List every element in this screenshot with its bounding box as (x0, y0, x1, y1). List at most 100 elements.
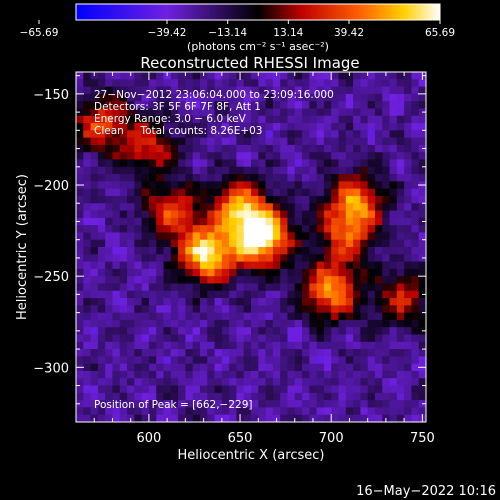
heatmap-pixel (323, 79, 332, 87)
heatmap-pixel (83, 378, 91, 386)
heatmap-pixel (170, 305, 179, 314)
heatmap-pixel (396, 312, 405, 321)
heatmap-pixel (185, 239, 194, 248)
heatmap-pixel (83, 334, 91, 343)
heatmap-pixel (258, 283, 266, 292)
heatmap-pixel (243, 268, 252, 277)
heatmap-pixel (374, 283, 383, 292)
heatmap-pixel (185, 174, 194, 182)
heatmap-pixel (331, 79, 339, 87)
heatmap-pixel (236, 137, 245, 146)
heatmap-pixel (119, 356, 128, 365)
heatmap-pixel (97, 305, 106, 314)
heatmap-pixel (148, 144, 157, 153)
heatmap-pixel (360, 86, 369, 95)
heatmap-pixel (360, 217, 369, 226)
heatmap-pixel (294, 363, 303, 372)
heatmap-pixel (83, 108, 91, 117)
heatmap-pixel (178, 378, 186, 386)
heatmap-pixel (199, 203, 208, 211)
heatmap-pixel (156, 247, 164, 255)
heatmap-pixel (221, 298, 230, 306)
heatmap-pixel (265, 385, 274, 394)
heatmap-pixel (170, 276, 179, 284)
heatmap-pixel (148, 86, 157, 95)
heatmap-pixel (207, 414, 215, 422)
heatmap-pixel (207, 174, 215, 182)
heatmap-pixel (272, 130, 281, 139)
heatmap-pixel (83, 385, 91, 394)
heatmap-pixel (105, 72, 113, 80)
heatmap-pixel (309, 298, 318, 306)
heatmap-pixel (280, 130, 288, 139)
heatmap-pixel (316, 210, 325, 219)
heatmap-pixel (382, 378, 390, 386)
heatmap-pixel (163, 79, 172, 87)
heatmap-pixel (389, 283, 398, 292)
heatmap-pixel (338, 276, 347, 284)
heatmap-pixel (309, 152, 318, 160)
heatmap-pixel (134, 247, 143, 255)
heatmap-pixel (141, 268, 150, 277)
heatmap-pixel (338, 86, 347, 95)
heatmap-pixel (404, 108, 412, 117)
heatmap-pixel (214, 152, 223, 160)
heatmap-pixel (396, 276, 405, 284)
heatmap-pixel (185, 327, 194, 335)
heatmap-pixel (367, 363, 376, 372)
heatmap-pixel (76, 166, 84, 175)
heatmap-pixel (265, 93, 274, 102)
heatmap-pixel (309, 400, 318, 408)
heatmap-pixel (163, 400, 172, 408)
heatmap-pixel (170, 400, 179, 408)
heatmap-pixel (331, 159, 339, 168)
heatmap-pixel (418, 385, 426, 394)
heatmap-pixel (294, 181, 303, 190)
heatmap-pixel (97, 203, 106, 211)
heatmap-pixel (141, 174, 150, 182)
heatmap-pixel (97, 319, 106, 328)
heatmap-pixel (163, 210, 172, 219)
heatmap-pixel (258, 400, 266, 408)
heatmap-pixel (192, 188, 201, 197)
heatmap-pixel (199, 400, 208, 408)
heatmap-pixel (148, 225, 157, 233)
heatmap-pixel (83, 144, 91, 153)
heatmap-pixel (170, 159, 179, 168)
heatmap-pixel (404, 334, 412, 343)
heatmap-pixel (258, 254, 266, 262)
heatmap-pixel (185, 392, 194, 401)
heatmap-pixel (185, 290, 194, 299)
heatmap-pixel (243, 327, 252, 335)
heatmap-pixel (280, 239, 288, 248)
heatmap-pixel (302, 378, 310, 386)
heatmap-pixel (156, 195, 164, 204)
heatmap-pixel (90, 152, 99, 160)
heatmap-pixel (141, 108, 150, 117)
heatmap-pixel (148, 400, 157, 408)
heatmap-pixel (97, 72, 106, 80)
heatmap-pixel (374, 101, 383, 109)
heatmap-pixel (214, 203, 223, 211)
heatmap-pixel (411, 130, 420, 139)
heatmap-pixel (134, 152, 143, 160)
heatmap-pixel (258, 203, 266, 211)
heatmap-pixel (221, 115, 230, 124)
heatmap-pixel (338, 341, 347, 350)
x-tick-label: 600 (137, 431, 162, 446)
heatmap-pixel (105, 152, 113, 160)
heatmap-pixel (207, 276, 215, 284)
heatmap-pixel (323, 276, 332, 284)
heatmap-pixel (185, 407, 194, 416)
heatmap-pixel (141, 188, 150, 197)
heatmap-pixel (134, 349, 143, 357)
heatmap-pixel (192, 144, 201, 153)
heatmap-pixel (192, 123, 201, 131)
heatmap-pixel (345, 392, 354, 401)
heatmap-pixel (272, 363, 281, 372)
heatmap-pixel (287, 188, 296, 197)
heatmap-pixel (294, 130, 303, 139)
heatmap-pixel (207, 334, 215, 343)
heatmap-pixel (141, 166, 150, 175)
heatmap-pixel (287, 261, 296, 270)
